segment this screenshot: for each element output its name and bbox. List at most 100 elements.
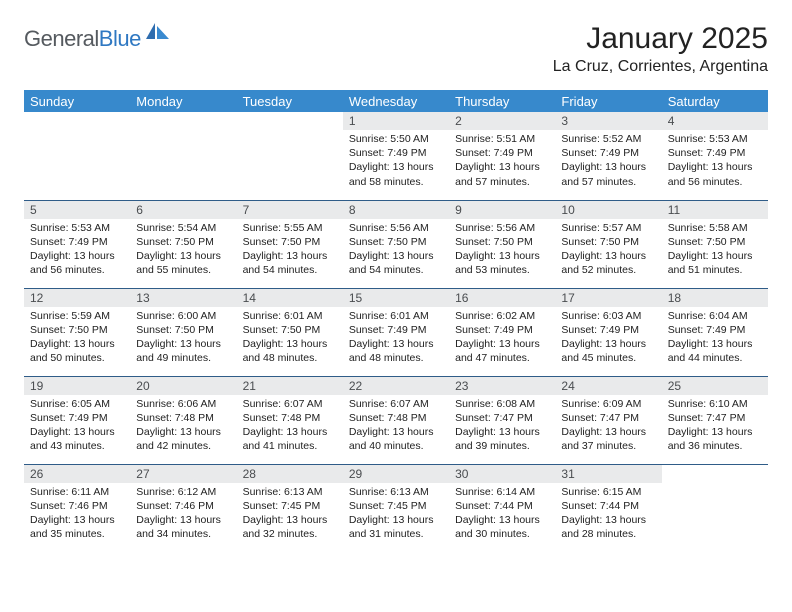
day-number: 2 — [449, 112, 555, 130]
day-content: Sunrise: 6:13 AMSunset: 7:45 PMDaylight:… — [343, 483, 449, 546]
day-number: 6 — [130, 201, 236, 219]
sunrise-text: Sunrise: 6:01 AM — [243, 309, 337, 323]
sunset-text: Sunset: 7:46 PM — [30, 499, 124, 513]
day-number: 3 — [555, 112, 661, 130]
daylight-text: Daylight: 13 hours and 56 minutes. — [30, 249, 124, 277]
day-content — [237, 130, 343, 136]
sunrise-text: Sunrise: 6:06 AM — [136, 397, 230, 411]
calendar-body: 1Sunrise: 5:50 AMSunset: 7:49 PMDaylight… — [24, 112, 768, 552]
calendar-day: 21Sunrise: 6:07 AMSunset: 7:48 PMDayligh… — [237, 376, 343, 464]
logo-part2: Blue — [99, 26, 141, 51]
calendar-day — [662, 464, 768, 552]
month-title: January 2025 — [553, 22, 768, 56]
sunset-text: Sunset: 7:49 PM — [30, 411, 124, 425]
daylight-text: Daylight: 13 hours and 54 minutes. — [349, 249, 443, 277]
sunset-text: Sunset: 7:49 PM — [668, 323, 762, 337]
sunrise-text: Sunrise: 6:07 AM — [243, 397, 337, 411]
day-content: Sunrise: 6:07 AMSunset: 7:48 PMDaylight:… — [343, 395, 449, 458]
logo: GeneralBlue — [24, 22, 171, 52]
daylight-text: Daylight: 13 hours and 45 minutes. — [561, 337, 655, 365]
day-content: Sunrise: 6:01 AMSunset: 7:50 PMDaylight:… — [237, 307, 343, 370]
day-content: Sunrise: 6:14 AMSunset: 7:44 PMDaylight:… — [449, 483, 555, 546]
calendar-day: 31Sunrise: 6:15 AMSunset: 7:44 PMDayligh… — [555, 464, 661, 552]
day-content: Sunrise: 5:52 AMSunset: 7:49 PMDaylight:… — [555, 130, 661, 193]
day-number: 23 — [449, 377, 555, 395]
calendar-week: 1Sunrise: 5:50 AMSunset: 7:49 PMDaylight… — [24, 112, 768, 200]
day-number — [662, 465, 768, 483]
daylight-text: Daylight: 13 hours and 58 minutes. — [349, 160, 443, 188]
sunrise-text: Sunrise: 6:05 AM — [30, 397, 124, 411]
calendar-day: 23Sunrise: 6:08 AMSunset: 7:47 PMDayligh… — [449, 376, 555, 464]
sunset-text: Sunset: 7:47 PM — [455, 411, 549, 425]
day-content: Sunrise: 6:05 AMSunset: 7:49 PMDaylight:… — [24, 395, 130, 458]
daylight-text: Daylight: 13 hours and 32 minutes. — [243, 513, 337, 541]
sunset-text: Sunset: 7:44 PM — [455, 499, 549, 513]
weekday-header: Thursday — [449, 90, 555, 112]
sunrise-text: Sunrise: 5:50 AM — [349, 132, 443, 146]
day-number — [24, 112, 130, 130]
day-number: 5 — [24, 201, 130, 219]
calendar-day: 30Sunrise: 6:14 AMSunset: 7:44 PMDayligh… — [449, 464, 555, 552]
day-number: 26 — [24, 465, 130, 483]
day-content: Sunrise: 6:03 AMSunset: 7:49 PMDaylight:… — [555, 307, 661, 370]
day-content — [24, 130, 130, 136]
sunrise-text: Sunrise: 6:02 AM — [455, 309, 549, 323]
weekday-header: Monday — [130, 90, 236, 112]
calendar-week: 12Sunrise: 5:59 AMSunset: 7:50 PMDayligh… — [24, 288, 768, 376]
calendar-day: 22Sunrise: 6:07 AMSunset: 7:48 PMDayligh… — [343, 376, 449, 464]
sunrise-text: Sunrise: 5:53 AM — [30, 221, 124, 235]
calendar-week: 19Sunrise: 6:05 AMSunset: 7:49 PMDayligh… — [24, 376, 768, 464]
daylight-text: Daylight: 13 hours and 35 minutes. — [30, 513, 124, 541]
day-number: 28 — [237, 465, 343, 483]
day-content: Sunrise: 6:09 AMSunset: 7:47 PMDaylight:… — [555, 395, 661, 458]
weekday-header: Sunday — [24, 90, 130, 112]
calendar-day — [24, 112, 130, 200]
sunset-text: Sunset: 7:50 PM — [561, 235, 655, 249]
calendar-day — [237, 112, 343, 200]
calendar-day: 13Sunrise: 6:00 AMSunset: 7:50 PMDayligh… — [130, 288, 236, 376]
calendar-header-row: SundayMondayTuesdayWednesdayThursdayFrid… — [24, 90, 768, 112]
sunrise-text: Sunrise: 5:51 AM — [455, 132, 549, 146]
day-content: Sunrise: 6:12 AMSunset: 7:46 PMDaylight:… — [130, 483, 236, 546]
sunrise-text: Sunrise: 6:04 AM — [668, 309, 762, 323]
day-number: 8 — [343, 201, 449, 219]
sunset-text: Sunset: 7:48 PM — [243, 411, 337, 425]
day-content: Sunrise: 6:10 AMSunset: 7:47 PMDaylight:… — [662, 395, 768, 458]
day-number: 25 — [662, 377, 768, 395]
sunrise-text: Sunrise: 6:14 AM — [455, 485, 549, 499]
day-number: 30 — [449, 465, 555, 483]
daylight-text: Daylight: 13 hours and 31 minutes. — [349, 513, 443, 541]
sunrise-text: Sunrise: 6:03 AM — [561, 309, 655, 323]
day-number: 4 — [662, 112, 768, 130]
sunrise-text: Sunrise: 6:00 AM — [136, 309, 230, 323]
calendar-day: 20Sunrise: 6:06 AMSunset: 7:48 PMDayligh… — [130, 376, 236, 464]
day-content: Sunrise: 6:07 AMSunset: 7:48 PMDaylight:… — [237, 395, 343, 458]
title-block: January 2025 La Cruz, Corrientes, Argent… — [553, 22, 768, 76]
day-content: Sunrise: 5:55 AMSunset: 7:50 PMDaylight:… — [237, 219, 343, 282]
calendar-day: 5Sunrise: 5:53 AMSunset: 7:49 PMDaylight… — [24, 200, 130, 288]
sunrise-text: Sunrise: 6:08 AM — [455, 397, 549, 411]
logo-sails-icon — [145, 21, 171, 46]
day-number: 1 — [343, 112, 449, 130]
sunset-text: Sunset: 7:49 PM — [561, 146, 655, 160]
day-number: 13 — [130, 289, 236, 307]
sunrise-text: Sunrise: 5:56 AM — [455, 221, 549, 235]
daylight-text: Daylight: 13 hours and 44 minutes. — [668, 337, 762, 365]
calendar-day: 16Sunrise: 6:02 AMSunset: 7:49 PMDayligh… — [449, 288, 555, 376]
calendar-day: 19Sunrise: 6:05 AMSunset: 7:49 PMDayligh… — [24, 376, 130, 464]
sunset-text: Sunset: 7:50 PM — [349, 235, 443, 249]
sunset-text: Sunset: 7:50 PM — [668, 235, 762, 249]
header: GeneralBlue January 2025 La Cruz, Corrie… — [24, 22, 768, 76]
calendar-day: 8Sunrise: 5:56 AMSunset: 7:50 PMDaylight… — [343, 200, 449, 288]
sunrise-text: Sunrise: 6:01 AM — [349, 309, 443, 323]
day-number: 16 — [449, 289, 555, 307]
sunset-text: Sunset: 7:50 PM — [243, 235, 337, 249]
day-number: 12 — [24, 289, 130, 307]
day-content: Sunrise: 5:50 AMSunset: 7:49 PMDaylight:… — [343, 130, 449, 193]
weekday-header: Wednesday — [343, 90, 449, 112]
day-content — [662, 483, 768, 489]
daylight-text: Daylight: 13 hours and 40 minutes. — [349, 425, 443, 453]
daylight-text: Daylight: 13 hours and 50 minutes. — [30, 337, 124, 365]
sunset-text: Sunset: 7:50 PM — [455, 235, 549, 249]
daylight-text: Daylight: 13 hours and 57 minutes. — [455, 160, 549, 188]
